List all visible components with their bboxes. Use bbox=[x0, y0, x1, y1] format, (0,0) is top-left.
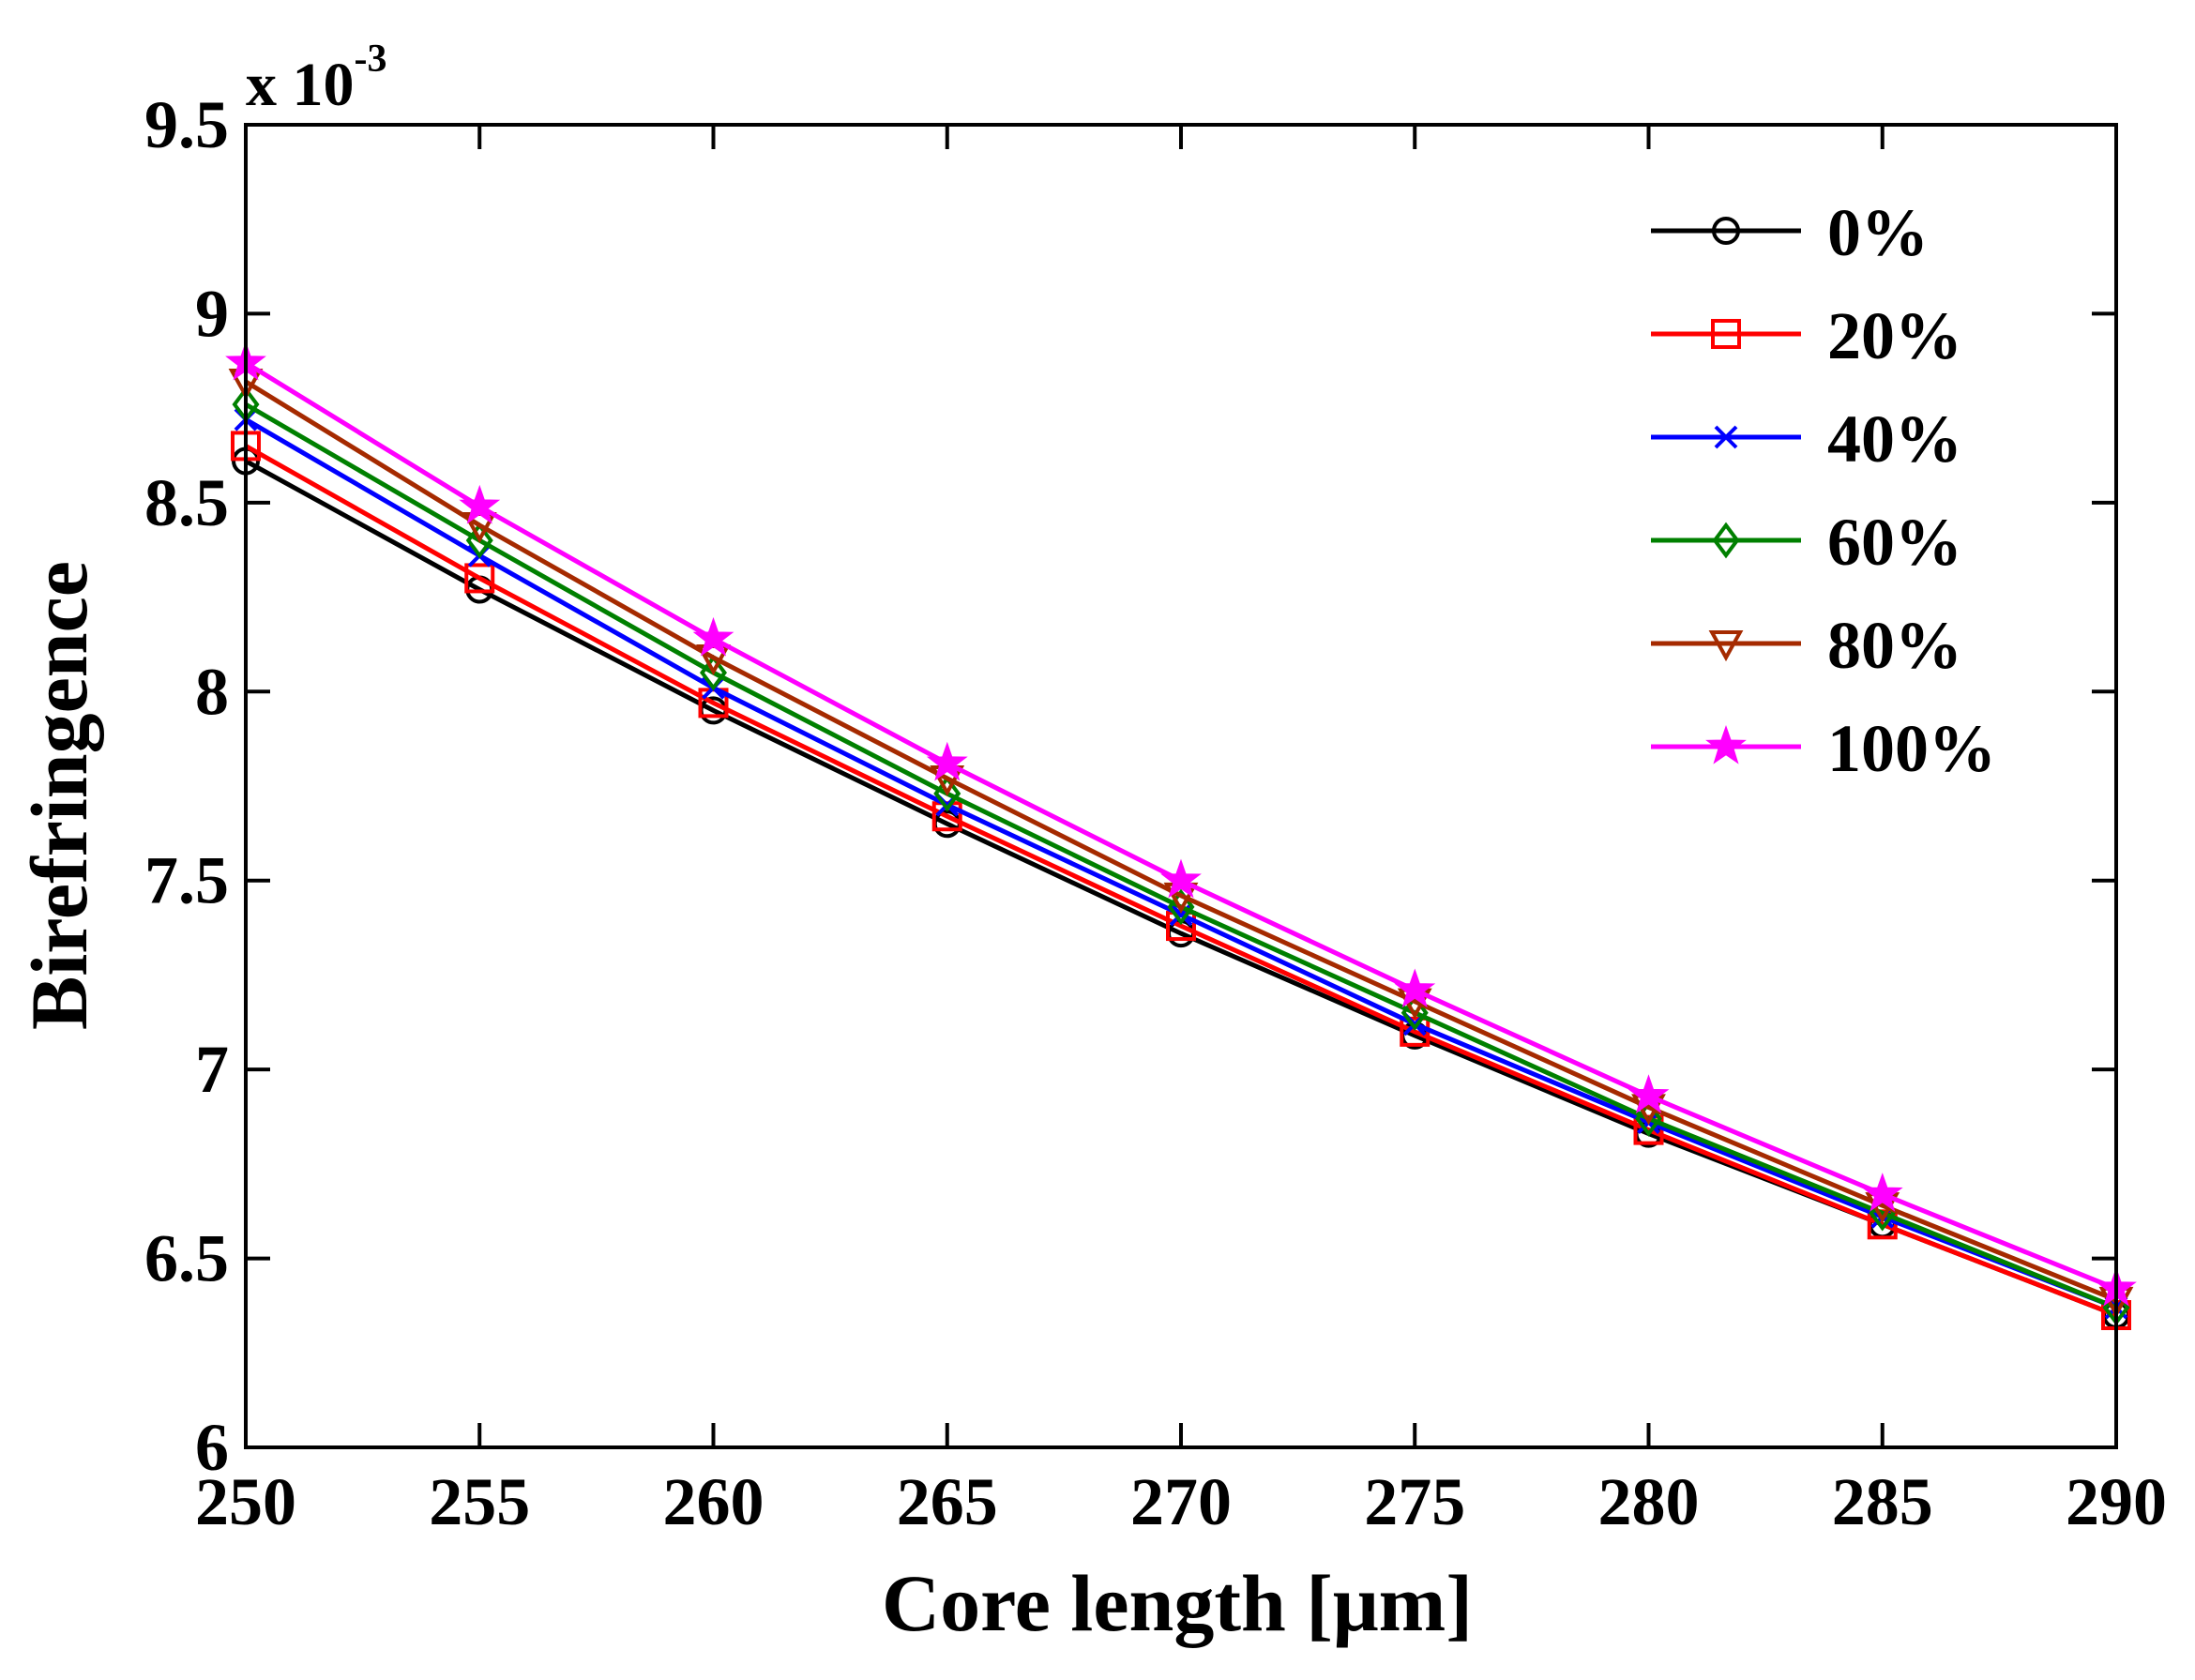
y-tick-label: 8.5 bbox=[144, 465, 229, 540]
y-tick-label: 6.5 bbox=[144, 1221, 229, 1296]
legend-label: 60% bbox=[1827, 505, 1962, 580]
x-axis-title: Core length [μm] bbox=[882, 1558, 1473, 1648]
data-point bbox=[459, 484, 501, 524]
data-point bbox=[1394, 968, 1436, 1008]
y-tick-label: 9.5 bbox=[144, 87, 229, 162]
axes-layer: 250 255 260 265 270 275 280 285 290 6 6.5 7 7.5 8 8.5 9… bbox=[144, 87, 2167, 1539]
data-point bbox=[464, 563, 495, 594]
y-tick-label: 8 bbox=[195, 654, 229, 729]
x-tick-label: 285 bbox=[1832, 1464, 1933, 1539]
legend-label: 80% bbox=[1827, 608, 1962, 683]
legend: 0% 20% 40% 60% 80% 100% bbox=[1651, 195, 1996, 786]
data-point bbox=[926, 741, 968, 781]
legend-marker bbox=[1708, 630, 1744, 662]
series-line bbox=[244, 379, 2117, 1303]
y-tick-label: 9 bbox=[195, 276, 229, 351]
x-tick-label: 265 bbox=[897, 1464, 998, 1539]
legend-marker bbox=[1705, 724, 1747, 764]
legend-entry: 20% bbox=[1651, 298, 1962, 373]
legend-marker bbox=[1712, 217, 1740, 245]
data-point bbox=[1167, 888, 1195, 926]
series-5 bbox=[225, 341, 2137, 1307]
data-point bbox=[1635, 1100, 1662, 1137]
x-tick-label: 260 bbox=[663, 1464, 764, 1539]
x-tick-label: 270 bbox=[1130, 1464, 1232, 1539]
legend-label: 100% bbox=[1827, 711, 1996, 786]
data-point bbox=[700, 654, 727, 691]
data-point bbox=[1400, 994, 1429, 1032]
legend-marker bbox=[1714, 425, 1738, 449]
legend-entry: 100% bbox=[1651, 711, 1996, 786]
y-tick-label: 7.5 bbox=[144, 843, 229, 918]
x-tick-label: 275 bbox=[1364, 1464, 1465, 1539]
x-tick-label: 250 bbox=[195, 1464, 296, 1539]
x-tick-label: 290 bbox=[2066, 1464, 2167, 1539]
legend-marker bbox=[1711, 319, 1741, 349]
legend-entry: 60% bbox=[1651, 505, 1962, 580]
legend-label: 40% bbox=[1827, 401, 1962, 477]
data-point bbox=[1627, 1074, 1670, 1113]
series-line bbox=[244, 444, 2117, 1318]
y-tick-label: 6 bbox=[195, 1410, 229, 1485]
y-tick-label: 7 bbox=[195, 1032, 229, 1107]
x-tick-label: 280 bbox=[1598, 1464, 1700, 1539]
y-axis-title: Birefringence bbox=[14, 561, 104, 1030]
legend-marker bbox=[1712, 522, 1740, 559]
y-multiplier-exponent: -3 bbox=[355, 38, 387, 81]
data-point bbox=[1861, 1173, 1903, 1212]
legend-label: 0% bbox=[1827, 195, 1929, 270]
data-point bbox=[933, 775, 961, 812]
y-axis-multiplier: x 10-3 bbox=[246, 38, 387, 119]
data-point bbox=[692, 616, 734, 657]
legend-label: 20% bbox=[1827, 298, 1962, 373]
x-tick-label: 255 bbox=[429, 1464, 530, 1539]
legend-entry: 0% bbox=[1651, 195, 1929, 270]
legend-entry: 80% bbox=[1651, 608, 1962, 683]
y-multiplier-base: x 10 bbox=[246, 51, 355, 119]
legend-entry: 40% bbox=[1651, 401, 1962, 477]
series-layer bbox=[225, 341, 2137, 1330]
data-point bbox=[1160, 858, 1202, 899]
data-point bbox=[465, 522, 493, 559]
